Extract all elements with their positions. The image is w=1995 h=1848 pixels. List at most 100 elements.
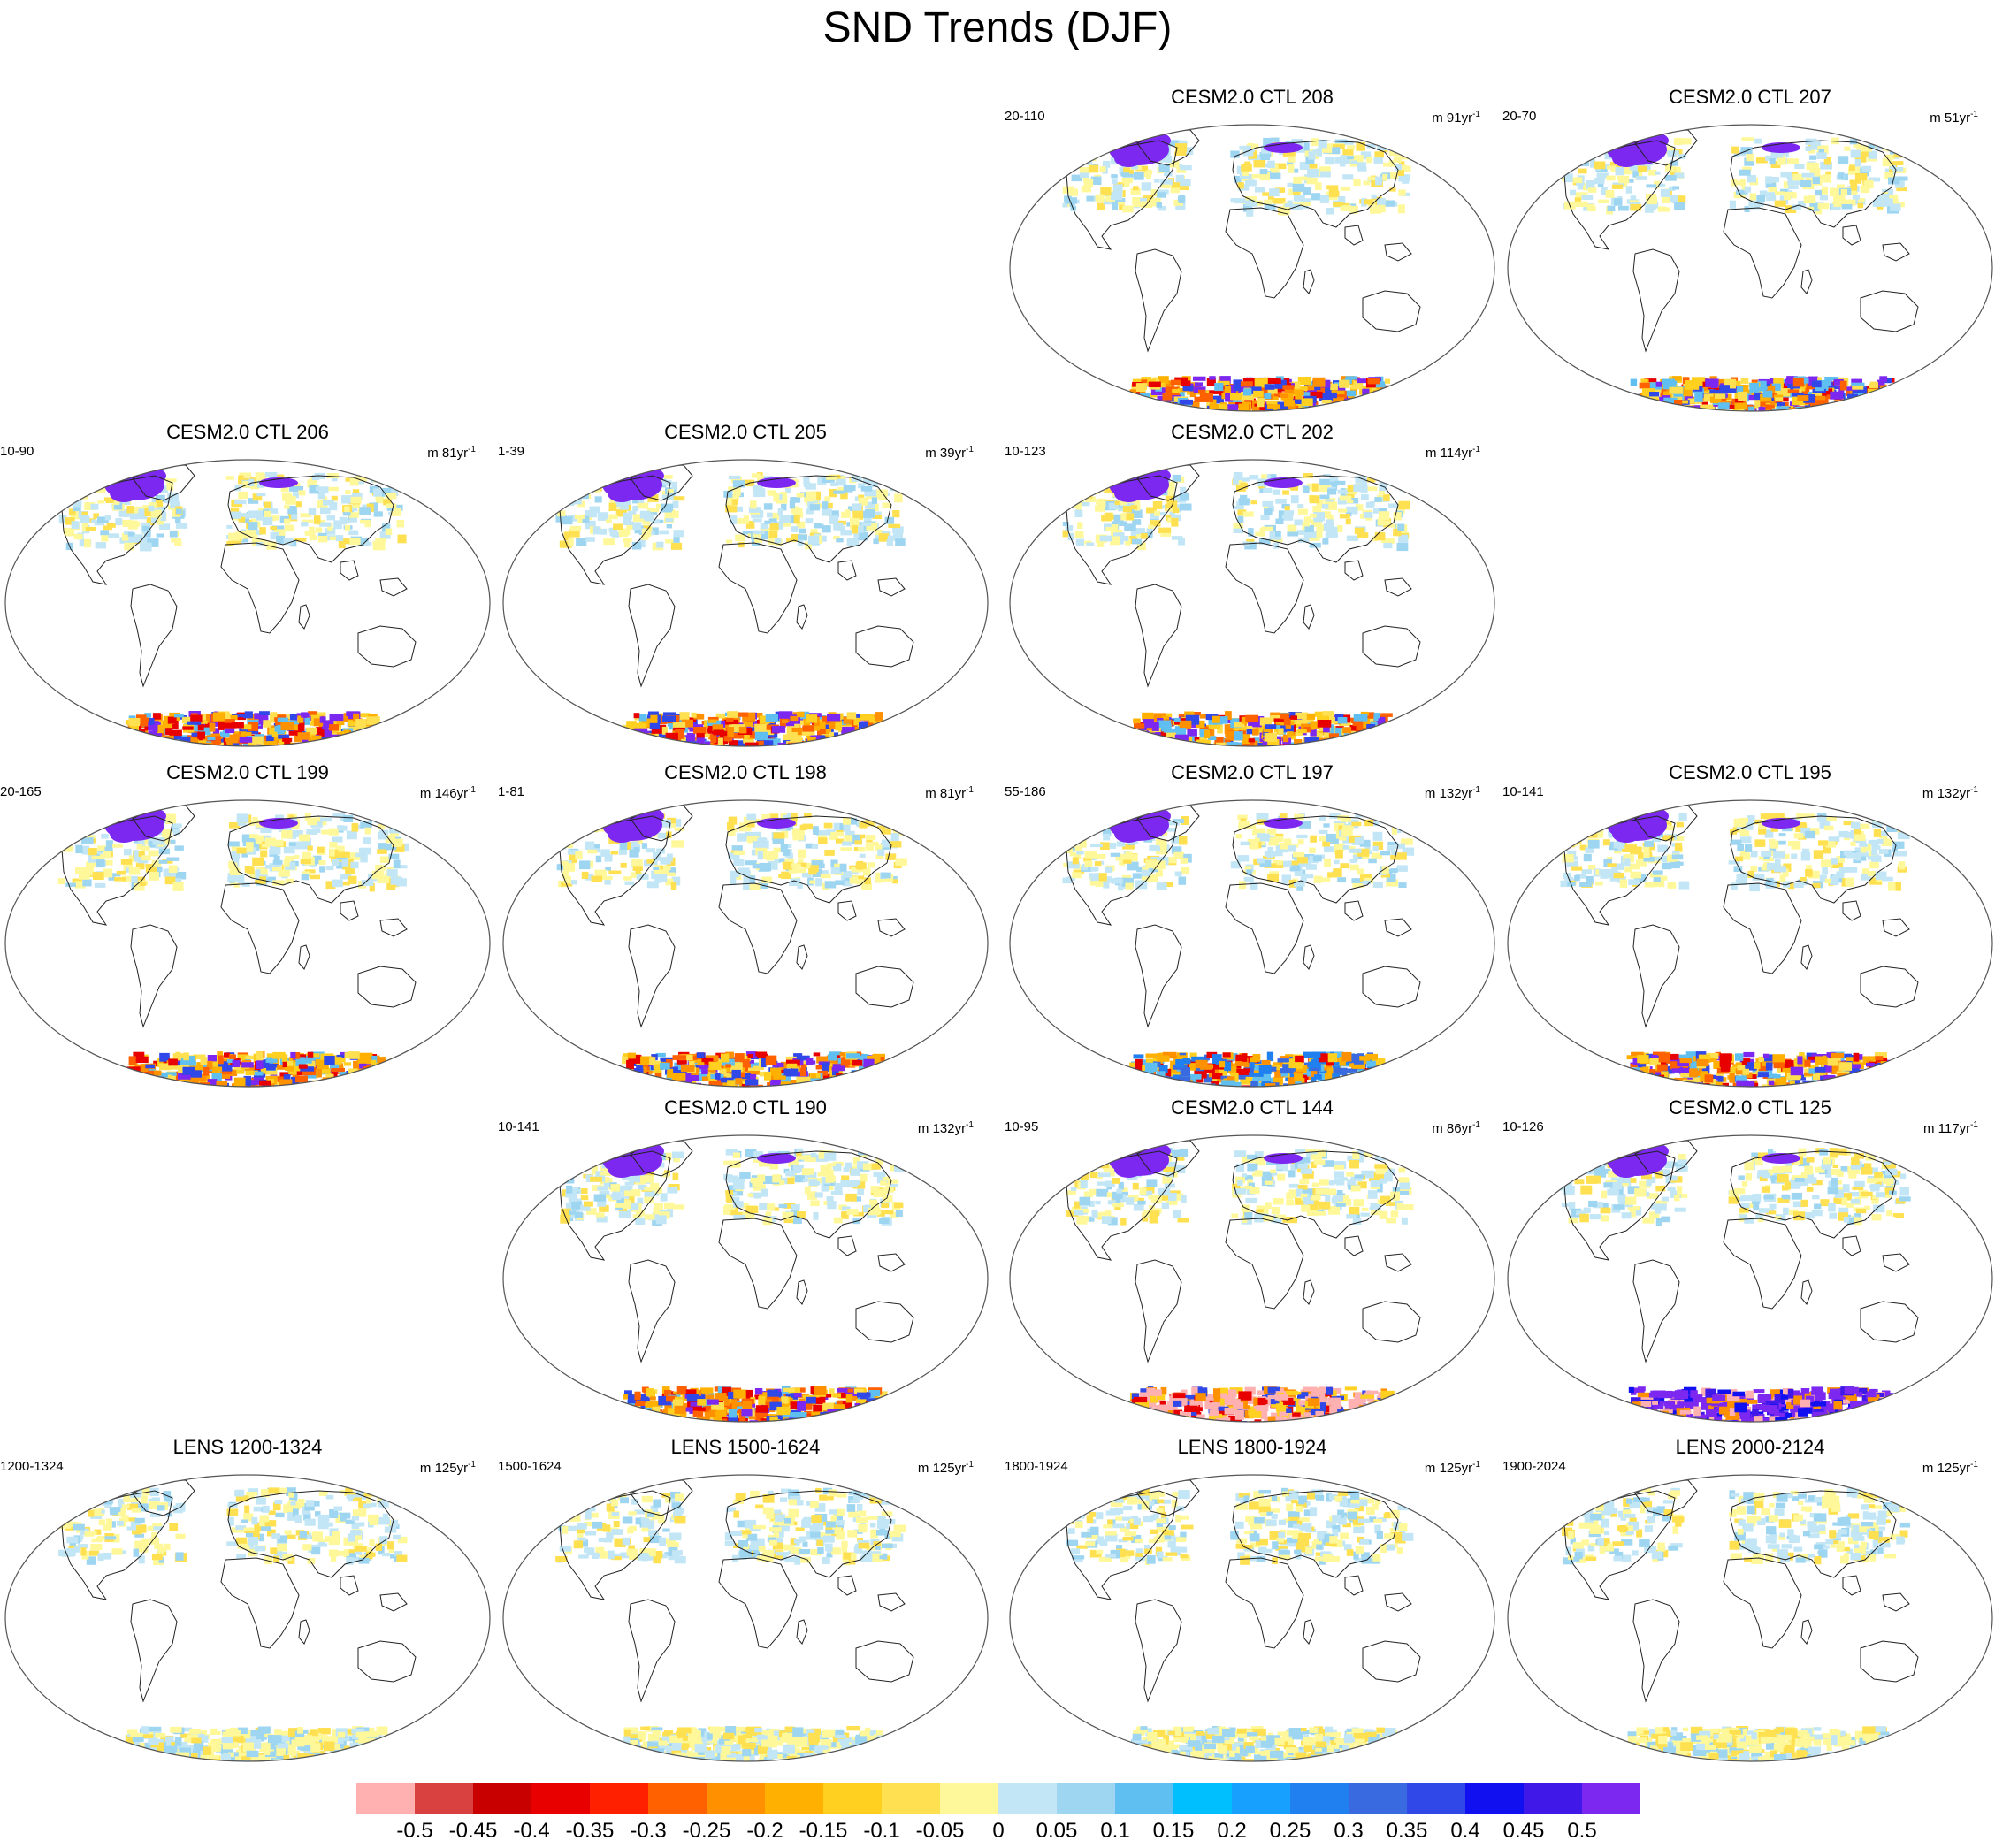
snow-trend-cell <box>1342 149 1354 156</box>
antarctic-trend-cell <box>1875 393 1883 398</box>
antarctic-trend-cell <box>207 1079 218 1087</box>
antarctic-trend-cell <box>1133 745 1143 746</box>
antarctic-trend-cell <box>1234 725 1248 732</box>
snow-trend-cell <box>247 838 257 844</box>
antarctic-trend-cell <box>1640 408 1647 411</box>
antarctic-trend-cell <box>1361 740 1372 746</box>
snow-trend-cell <box>1346 535 1359 541</box>
antarctic-trend-cell <box>625 741 633 745</box>
antarctic-trend-cell <box>1811 392 1822 400</box>
snow-trend-cell <box>568 538 574 546</box>
snow-trend-cell <box>317 536 328 543</box>
antarctic-trend-cell <box>1137 726 1150 735</box>
antarctic-trend-cell <box>1140 398 1147 403</box>
snow-trend-cell <box>1093 138 1102 146</box>
snow-trend-cell <box>307 479 317 488</box>
snow-trend-cell <box>1319 171 1331 178</box>
antarctic-trend-cell <box>351 1084 359 1087</box>
antarctic-trend-cell <box>197 724 204 731</box>
antarctic-trend-cell <box>1296 745 1311 746</box>
snow-trend-cell <box>1320 144 1333 153</box>
snow-trend-cell <box>345 477 353 482</box>
snow-trend-cell <box>815 878 822 887</box>
snow-trend-cell <box>1788 185 1799 189</box>
snow-trend-cell <box>1253 160 1266 168</box>
antarctic-trend-cell <box>1304 737 1319 745</box>
snow-trend-cell <box>1339 495 1352 501</box>
antarctic-trend-cell <box>726 718 734 722</box>
antarctic-trend-cell <box>218 721 225 730</box>
antarctic-trend-cell <box>1287 731 1294 737</box>
snow-trend-cell <box>665 518 674 523</box>
antarctic-trend-cell <box>1656 406 1668 411</box>
snow-trend-cell <box>1146 528 1153 533</box>
snow-trend-cell <box>1154 510 1160 516</box>
antarctic-trend-cell <box>298 744 309 746</box>
antarctic-trend-cell <box>1649 392 1660 399</box>
antarctic-trend-cell <box>149 717 155 725</box>
snow-trend-cell <box>1861 165 1872 172</box>
antarctic-trend-cell <box>1337 717 1348 724</box>
snow-trend-cell <box>557 488 565 493</box>
snow-trend-cell <box>608 502 617 511</box>
snow-trend-cell <box>1604 139 1617 144</box>
snow-trend-cell <box>858 494 865 500</box>
snow-trend-cell <box>349 477 359 486</box>
antarctic-trend-cell <box>264 735 275 745</box>
antarctic-trend-cell <box>654 745 666 746</box>
snow-trend-cell <box>849 876 859 884</box>
snow-trend-cell <box>62 497 73 501</box>
antarctic-trend-cell <box>366 716 380 725</box>
antarctic-trend-cell <box>1869 381 1878 388</box>
antarctic-trend-cell <box>1209 376 1216 380</box>
snow-trend-cell <box>1140 197 1148 202</box>
antarctic-trend-cell <box>1208 724 1221 729</box>
snow-trend-cell <box>751 473 761 478</box>
snow-trend-cell <box>65 517 75 525</box>
antarctic-trend-cell <box>351 1085 365 1087</box>
antarctic-trend-cell <box>144 1076 157 1087</box>
snow-trend-cell <box>1278 510 1287 520</box>
snow-trend-cell <box>1606 175 1616 181</box>
snow-trend-cell <box>1180 165 1192 171</box>
snow-trend-cell <box>1322 538 1329 545</box>
snow-trend-cell <box>875 511 882 517</box>
antarctic-trend-cell <box>301 712 309 718</box>
snow-trend-cell <box>1822 186 1829 195</box>
snow-trend-cell <box>811 860 824 868</box>
antarctic-trend-cell <box>1143 744 1158 746</box>
coastline <box>837 560 857 581</box>
snow-trend-cell <box>1343 159 1357 164</box>
snow-trend-cell <box>1071 480 1079 485</box>
antarctic-trend-cell <box>790 745 797 746</box>
snow-trend-cell <box>1657 207 1670 212</box>
snow-trend-cell <box>113 500 120 505</box>
antarctic-trend-cell <box>241 1062 254 1068</box>
snow-trend-cell <box>1401 145 1408 152</box>
snow-trend-cell <box>803 477 810 485</box>
antarctic-trend-cell <box>295 1057 306 1066</box>
antarctic-trend-cell <box>1384 737 1398 745</box>
antarctic-trend-cell <box>1762 390 1773 398</box>
snow-trend-cell <box>379 531 391 539</box>
antarctic-trend-cell <box>1348 745 1357 746</box>
snow-trend-cell <box>579 829 589 835</box>
antarctic-trend-cell <box>1719 385 1730 393</box>
snow-trend-cell <box>1327 488 1337 495</box>
panel-units: m 114yr-1 <box>1426 445 1480 461</box>
antarctic-trend-cell <box>136 714 147 720</box>
antarctic-trend-cell <box>1379 744 1386 746</box>
snow-trend-cell <box>1744 206 1750 212</box>
snow-trend-cell <box>134 882 145 891</box>
antarctic-trend-cell <box>356 713 371 718</box>
antarctic-trend-cell <box>749 1062 759 1069</box>
antarctic-trend-cell <box>351 1083 363 1087</box>
map-panel: CESM2.0 CTL 208 20-110 m 91yr-1 <box>1005 86 1500 413</box>
antarctic-trend-cell <box>1328 407 1339 411</box>
snow-trend-cell <box>581 487 588 493</box>
snow-trend-cell <box>359 507 371 515</box>
antarctic-trend-cell <box>686 732 696 742</box>
antarctic-trend-cell <box>190 714 203 723</box>
antarctic-trend-cell <box>1379 738 1385 745</box>
snow-trend-cell <box>1091 479 1097 487</box>
